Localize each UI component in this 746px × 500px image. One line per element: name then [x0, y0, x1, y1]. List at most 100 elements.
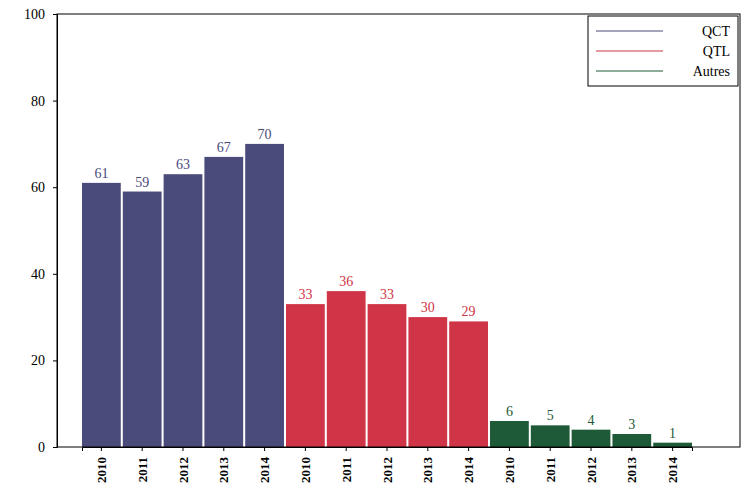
- chart: 6159636770333633302965431020406080100201…: [0, 0, 746, 500]
- data-label: 5: [547, 408, 554, 423]
- legend-label: QCT: [702, 24, 730, 39]
- x-tick: 2014: [257, 447, 272, 483]
- x-tick-label: 2011: [135, 457, 150, 482]
- bar: [449, 321, 488, 447]
- bar: [572, 430, 611, 447]
- y-tick: 100: [24, 7, 57, 22]
- data-label: 33: [380, 287, 394, 302]
- legend: QCT QTL Autres: [588, 16, 738, 86]
- x-tick-label: 2014: [665, 457, 680, 484]
- legend-swatch: [596, 70, 663, 71]
- x-tick-mark: [142, 447, 143, 451]
- x-tick-mark: [631, 447, 632, 451]
- plot-frame: [57, 14, 740, 447]
- x-tick-mark: [182, 447, 183, 451]
- bar: [245, 144, 284, 447]
- y-tick-label: 40: [31, 267, 45, 282]
- x-tick-label: 2012: [584, 457, 599, 483]
- x-tick-label: 2012: [176, 457, 191, 483]
- y-tick-label: 80: [31, 94, 45, 109]
- bar: [408, 317, 447, 447]
- x-tick: 2010: [502, 447, 517, 483]
- data-label: 36: [339, 274, 353, 289]
- y-tick: 20: [31, 353, 57, 368]
- x-tick: 2013: [420, 447, 435, 483]
- bar: [164, 174, 203, 447]
- data-labels: 6159636770333633302965431: [94, 127, 676, 441]
- x-tick-label: 2012: [380, 457, 395, 483]
- bar: [531, 425, 570, 447]
- bar: [368, 304, 407, 447]
- x-tick: 2014: [461, 447, 476, 483]
- x-tick: 2012: [380, 447, 395, 483]
- y-tick-mark: [53, 101, 57, 102]
- y-tick-label: 0: [38, 440, 45, 455]
- y-tick-mark: [53, 274, 57, 275]
- x-tick-label: 2014: [257, 457, 272, 484]
- x-tick: 2011: [543, 447, 558, 482]
- legend-swatch: [596, 30, 663, 31]
- bar: [123, 192, 162, 447]
- y-tick-mark: [53, 187, 57, 188]
- y-tick-label: 20: [31, 353, 45, 368]
- y-axis: 0 20 40 60 80 100: [24, 7, 58, 455]
- plot: 6159636770333633302965431020406080100201…: [24, 7, 740, 483]
- x-tick-label: 2013: [216, 457, 231, 484]
- x-axis: 2010 2011 2012 2013 2014 2010 2011 2012 2013 2014…: [83, 447, 693, 483]
- y-tick-label: 60: [31, 180, 45, 195]
- data-label: 61: [94, 166, 108, 181]
- x-tick: 2011: [339, 447, 354, 482]
- x-axis-line: [83, 448, 693, 452]
- x-tick-mark: [672, 447, 673, 451]
- x-tick-label: 2011: [543, 457, 558, 482]
- x-tick-label: 2010: [298, 457, 313, 483]
- bar: [286, 304, 325, 447]
- x-tick-mark: [101, 447, 102, 451]
- x-tick: 2014: [665, 447, 680, 483]
- x-tick: 2011: [135, 447, 150, 482]
- data-label: 29: [462, 304, 476, 319]
- y-tick: 80: [31, 94, 57, 109]
- x-tick: 2010: [298, 447, 313, 483]
- x-tick-label: 2011: [339, 457, 354, 482]
- x-tick-mark: [264, 447, 265, 451]
- y-tick-mark: [53, 14, 57, 15]
- x-tick-mark: [346, 447, 347, 451]
- x-tick-label: 2013: [624, 457, 639, 484]
- x-tick-label: 2010: [502, 457, 517, 483]
- x-tick-mark: [509, 447, 510, 451]
- y-tick-mark: [53, 447, 57, 448]
- bar: [653, 443, 692, 447]
- bar: [327, 291, 366, 447]
- bar: [204, 157, 243, 447]
- bar: [612, 434, 651, 447]
- data-label: 1: [669, 426, 676, 441]
- x-tick-mark: [550, 447, 551, 451]
- bar: [82, 183, 121, 447]
- x-tick: 2012: [176, 447, 191, 483]
- y-tick: 40: [31, 267, 57, 282]
- legend-label: Autres: [693, 64, 730, 79]
- data-label: 3: [628, 417, 635, 432]
- data-label: 6: [506, 404, 513, 419]
- data-label: 63: [176, 157, 190, 172]
- data-label: 30: [421, 300, 435, 315]
- x-tick: 2012: [584, 447, 599, 483]
- x-tick-label: 2010: [94, 457, 109, 483]
- y-tick-mark: [53, 360, 57, 361]
- x-tick-mark: [305, 447, 306, 451]
- x-tick-mark: [387, 447, 388, 451]
- x-tick-mark: [468, 447, 469, 451]
- x-tick: 2013: [624, 447, 639, 483]
- x-tick-label: 2014: [461, 457, 476, 484]
- x-tick-mark: [223, 447, 224, 451]
- y-tick: 60: [31, 180, 57, 195]
- legend-label: QTL: [703, 44, 730, 59]
- legend-swatch: [596, 50, 663, 51]
- legend-box: [588, 16, 738, 86]
- data-label: 4: [588, 413, 595, 428]
- data-label: 59: [135, 175, 149, 190]
- x-tick: 2010: [94, 447, 109, 483]
- y-tick-label: 100: [24, 7, 45, 22]
- x-tick: 2013: [216, 447, 231, 483]
